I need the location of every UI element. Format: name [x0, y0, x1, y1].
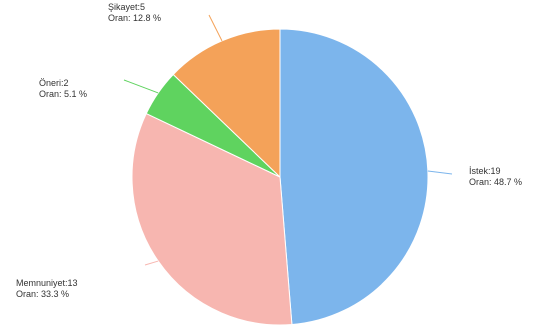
slice-label-name: Memnuniyet:13: [16, 278, 78, 288]
slice-label-percent: Oran: 12.8 %: [108, 13, 161, 23]
connector-memnuniyet: [144, 260, 159, 266]
slice-label-name: Öneri:2: [39, 78, 69, 88]
connector--ikayet: [208, 14, 223, 42]
slice-label-name: Şikayet:5: [108, 2, 145, 12]
slice-label-percent: Oran: 48.7 %: [469, 177, 522, 187]
connector-i-stek: [427, 170, 453, 175]
connector--neri: [123, 79, 159, 94]
slice-label-percent: Oran: 33.3 %: [16, 289, 69, 299]
pie-slice-i-stek[interactable]: [279, 28, 429, 326]
pie-slices: [131, 28, 429, 326]
pie-slice-memnuniyet[interactable]: [131, 112, 293, 326]
slice-label-name: İstek:19: [469, 166, 501, 176]
slice-label-percent: Oran: 5.1 %: [39, 89, 87, 99]
label-connectors: [123, 14, 453, 266]
